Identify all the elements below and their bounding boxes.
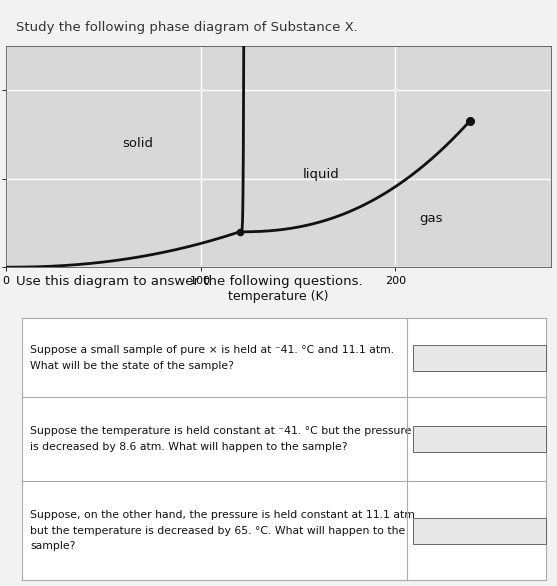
Text: (choose one) ∨: (choose one) ∨ [436,526,510,536]
FancyBboxPatch shape [413,426,546,452]
FancyBboxPatch shape [413,345,546,371]
X-axis label: temperature (K): temperature (K) [228,291,329,304]
FancyBboxPatch shape [413,517,546,544]
Text: is decreased by 8.6 atm. What will happen to the sample?: is decreased by 8.6 atm. What will happe… [30,442,348,452]
Text: but the temperature is decreased by 65. °C. What will happen to the: but the temperature is decreased by 65. … [30,526,405,536]
Text: sample?: sample? [30,541,76,551]
Text: Suppose the temperature is held constant at ⁻41. °C but the pressure: Suppose the temperature is held constant… [30,426,412,436]
Text: (choose one): (choose one) [441,434,505,444]
Bar [22,397,546,481]
Text: ∨: ∨ [529,434,537,444]
Text: (choose one) ∨: (choose one) ∨ [436,353,510,363]
Text: gas: gas [419,212,442,225]
Text: Suppose a small sample of pure × is held at ⁻41. °C and 11.1 atm.: Suppose a small sample of pure × is held… [30,345,394,355]
Text: What will be the state of the sample?: What will be the state of the sample? [30,360,234,371]
Text: liquid: liquid [303,168,340,181]
Text: solid: solid [123,137,154,150]
Text: Suppose, on the other hand, the pressure is held constant at 11.1 atm: Suppose, on the other hand, the pressure… [30,510,415,520]
Text: Study the following phase diagram of Substance X.: Study the following phase diagram of Sub… [17,21,358,34]
Text: Use this diagram to answer the following questions.: Use this diagram to answer the following… [17,275,363,288]
Bar [22,318,546,397]
Bar [22,481,546,580]
